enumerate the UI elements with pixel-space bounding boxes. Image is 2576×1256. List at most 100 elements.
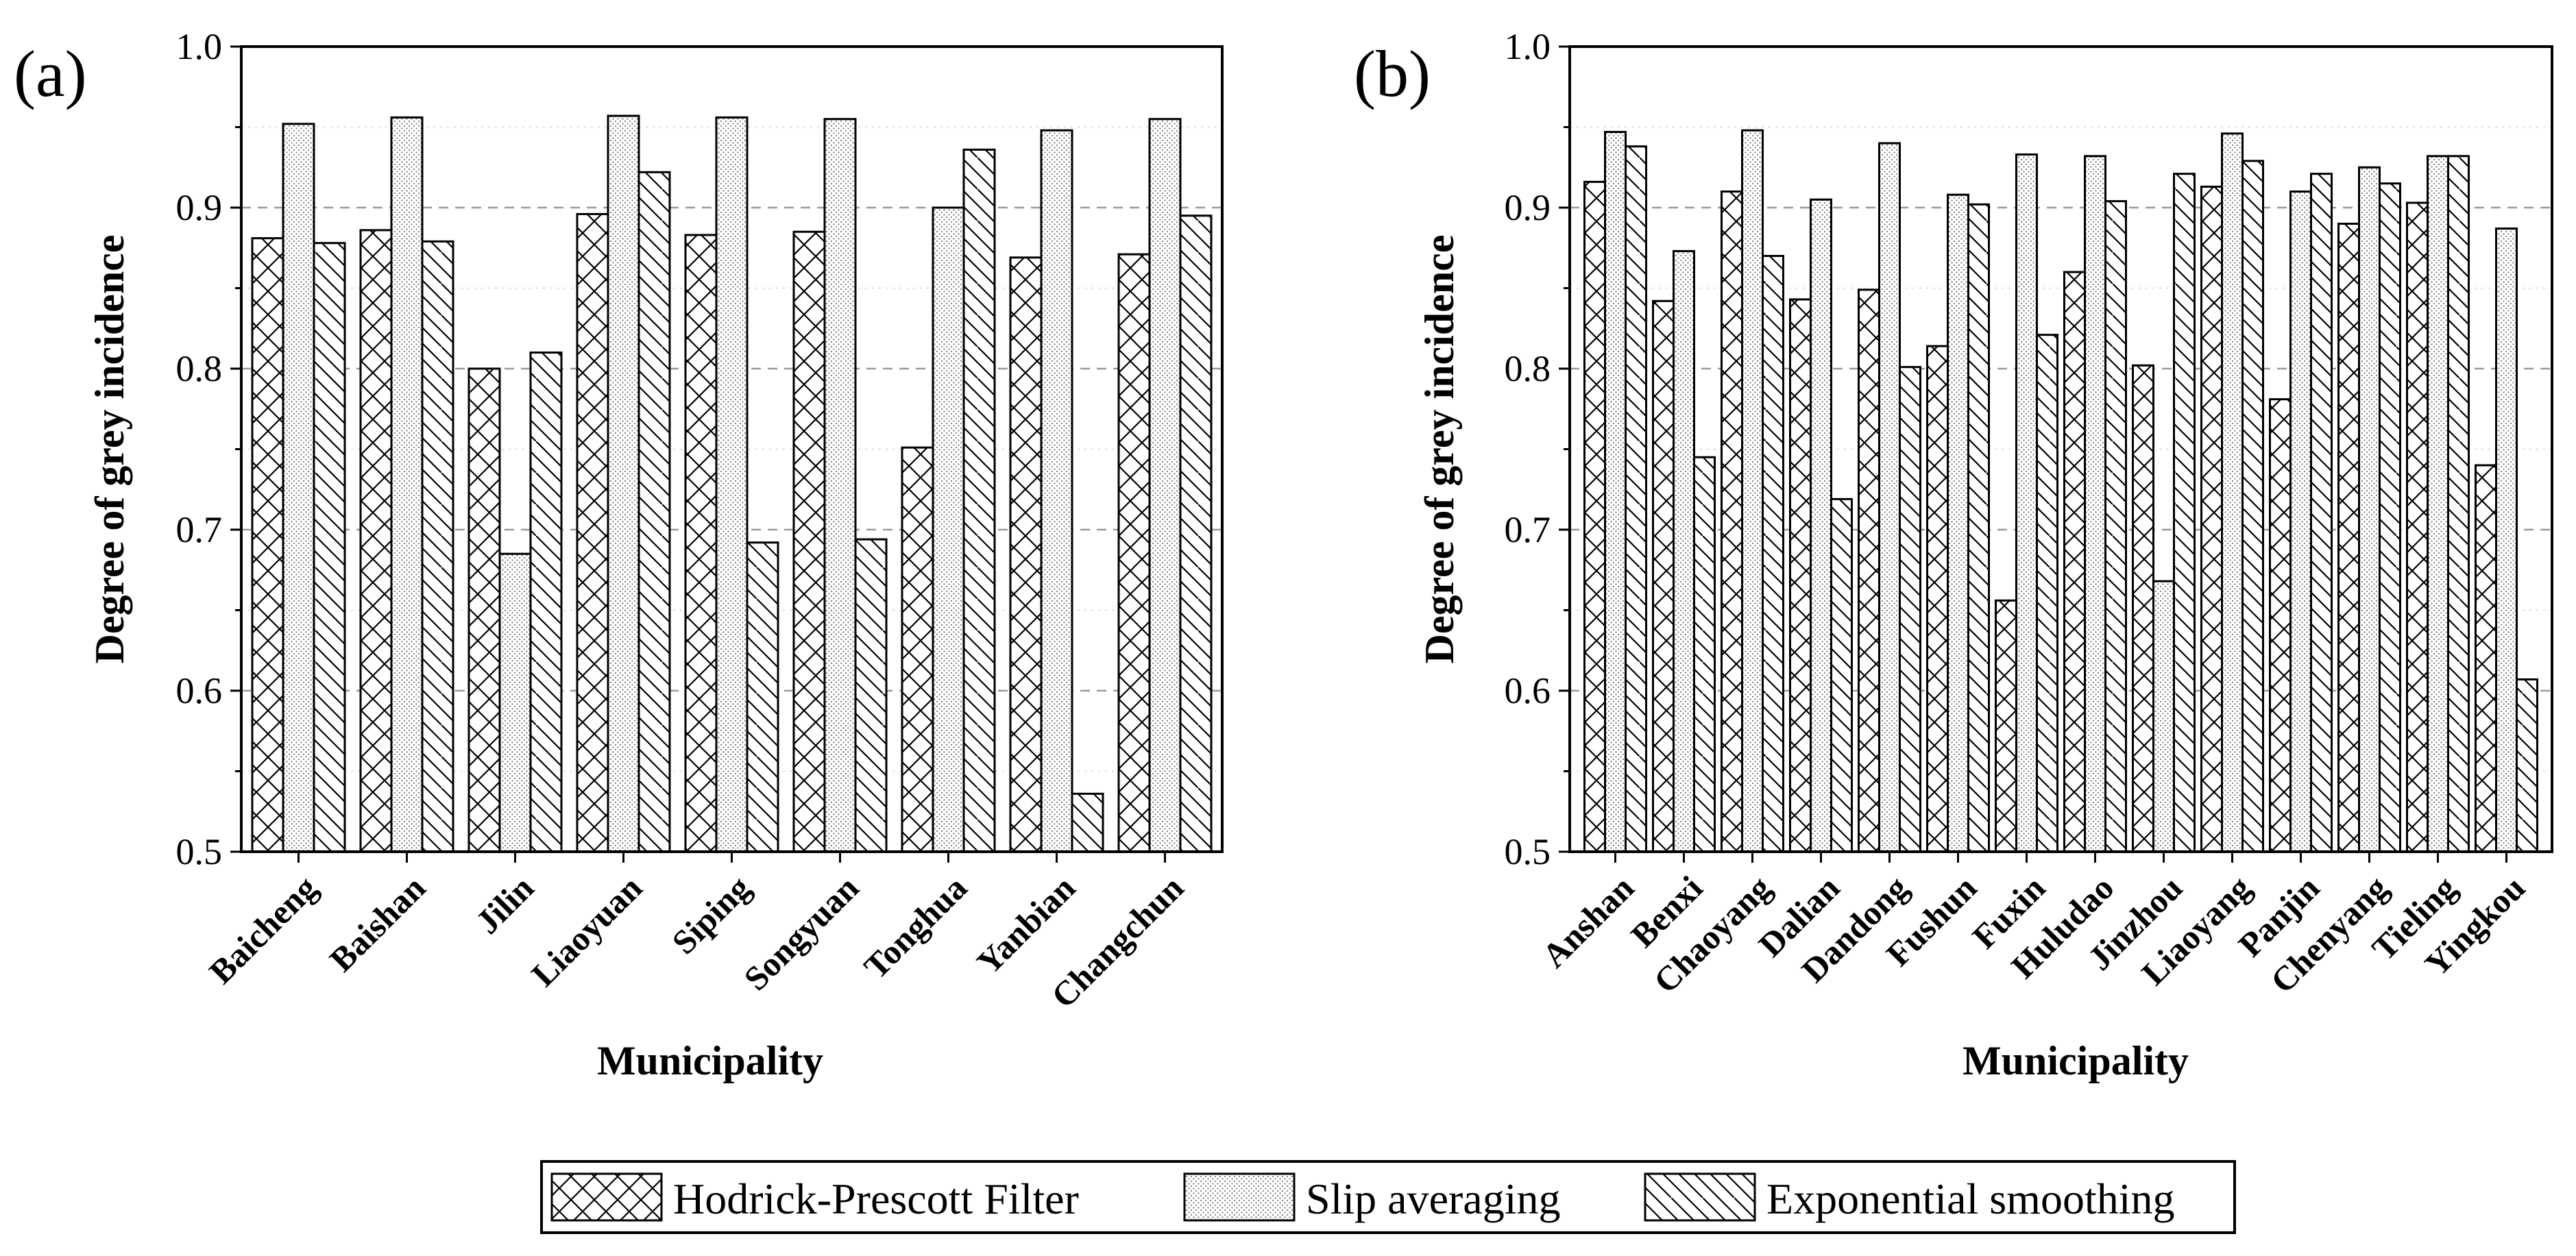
bar-exponential-smoothing-dalian (1830, 497, 1853, 853)
bar-hp-filter-fuxin (1995, 599, 2017, 853)
bar-slip-averaging-baishan (390, 116, 424, 853)
x-tick-label: Liaoyuan (524, 868, 649, 994)
bar-hp-filter-baicheng (251, 237, 284, 853)
legend-frame (540, 1160, 2236, 1234)
y-tick-label: 0.9 (1505, 187, 1551, 228)
bar-exponential-smoothing-jinzhou (2173, 173, 2196, 853)
bar-hp-filter-huludao (2063, 271, 2086, 853)
bar-slip-averaging-tieling (2427, 155, 2449, 853)
bar-slip-averaging-chaoyang (1741, 129, 1764, 853)
bar-hp-filter-dandong (1858, 288, 1880, 853)
bar-exponential-smoothing-yanbian (1071, 792, 1104, 853)
bar-exponential-smoothing-benxi (1693, 456, 1716, 853)
bar-hp-filter-siping (684, 234, 718, 853)
legend: Hodrick-Prescott Filter Slip averaging E… (540, 1160, 2236, 1234)
bar-hp-filter-jinzhou (2132, 364, 2154, 853)
bar-slip-averaging-tonghua (932, 206, 965, 853)
bar-exponential-smoothing-dandong (1899, 366, 1921, 853)
bar-hp-filter-benxi (1652, 299, 1675, 853)
legend-swatch-hp-filter (550, 1172, 663, 1222)
bar-slip-averaging-changchun (1148, 118, 1182, 853)
bar-slip-averaging-jinzhou (2152, 580, 2175, 853)
bar-slip-averaging-chenyang (2358, 166, 2381, 853)
bar-hp-filter-songyuan (792, 230, 826, 853)
legend-label-exponential-smoothing: Exponential smoothing (1766, 1174, 2175, 1223)
y-tick-label: 0.9 (176, 187, 223, 228)
bar-exponential-smoothing-baishan (421, 240, 454, 853)
x-tick-label: Songyuan (736, 868, 866, 998)
x-axis-title: Municipality (597, 1038, 823, 1083)
plot-frame (1568, 45, 2553, 853)
bar-slip-averaging-liaoyang (2221, 132, 2244, 853)
y-tick-label: 0.8 (1505, 348, 1551, 389)
x-tick-label: Baicheng (202, 868, 324, 991)
bar-exponential-smoothing-anshan (1625, 145, 1647, 853)
x-tick-label: Siping (664, 868, 757, 961)
bar-exponential-smoothing-liaoyang (2241, 160, 2264, 853)
bar-hp-filter-baishan (359, 229, 393, 853)
bar-exponential-smoothing-huludao (2104, 200, 2127, 853)
x-tick-label: Tonghua (856, 868, 974, 986)
bar-exponential-smoothing-panjin (2310, 173, 2333, 853)
bar-exponential-smoothing-fuxin (2036, 334, 2058, 853)
x-tick-label: Yanbian (969, 868, 1083, 982)
panel-b: 0.50.60.70.80.91.0AnshanBenxiChaoyangDal… (1354, 26, 2553, 1083)
bar-exponential-smoothing-tonghua (962, 148, 996, 853)
bar-slip-averaging-fushun (1947, 193, 1969, 853)
y-tick-label: 1.0 (176, 26, 223, 67)
y-tick-label: 0.7 (1505, 509, 1551, 550)
bar-hp-filter-fushun (1926, 345, 1949, 853)
y-axis-title: Degree of grey incidence (87, 235, 132, 664)
bar-slip-averaging-fuxin (2015, 153, 2038, 853)
y-tick-label: 0.7 (176, 509, 223, 550)
bar-slip-averaging-jilin (498, 552, 532, 853)
bar-hp-filter-tonghua (901, 446, 934, 853)
y-axis-title: Degree of grey incidence (1417, 235, 1462, 664)
bar-exponential-smoothing-chaoyang (1762, 255, 1784, 853)
bar-slip-averaging-siping (715, 116, 749, 853)
y-tick-label: 0.5 (1505, 831, 1551, 872)
y-tick-label: 1.0 (1505, 26, 1551, 67)
bar-exponential-smoothing-siping (746, 541, 779, 853)
legend-swatch-exponential-smoothing (1644, 1172, 1756, 1222)
bar-hp-filter-changchun (1117, 253, 1151, 853)
bar-slip-averaging-yanbian (1040, 129, 1073, 853)
bar-hp-filter-chaoyang (1721, 190, 1743, 853)
bar-hp-filter-liaoyuan (576, 212, 609, 853)
legend-label-hp-filter: Hodrick-Prescott Filter (673, 1174, 1079, 1223)
bar-slip-averaging-huludao (2084, 155, 2106, 853)
bar-exponential-smoothing-changchun (1179, 214, 1213, 853)
bar-exponential-smoothing-tieling (2447, 155, 2470, 853)
bar-slip-averaging-liaoyuan (607, 114, 640, 853)
bar-exponential-smoothing-jilin (529, 352, 563, 853)
bar-exponential-smoothing-yingkou (2516, 678, 2538, 853)
bar-hp-filter-chenyang (2337, 223, 2360, 853)
bar-hp-filter-jilin (467, 367, 501, 853)
x-axis-title: Municipality (1963, 1038, 2189, 1083)
y-tick-label: 0.6 (176, 670, 223, 711)
bar-slip-averaging-anshan (1604, 131, 1627, 853)
bar-hp-filter-yanbian (1009, 256, 1043, 853)
bar-exponential-smoothing-songyuan (854, 538, 888, 853)
x-tick-label: Baishan (322, 868, 433, 979)
bar-hp-filter-liaoyang (2200, 185, 2223, 853)
bar-hp-filter-anshan (1583, 180, 1606, 853)
bar-hp-filter-tieling (2406, 201, 2429, 853)
panel-label: (a) (14, 37, 87, 110)
x-tick-label: Anshan (1535, 868, 1642, 975)
bar-slip-averaging-dalian (1810, 198, 1832, 853)
x-tick-label: Jilin (468, 868, 542, 941)
y-tick-label: 0.6 (1505, 670, 1551, 711)
panel-label: (b) (1354, 37, 1431, 110)
bar-exponential-smoothing-liaoyuan (637, 171, 671, 853)
bar-slip-averaging-panjin (2289, 190, 2312, 853)
y-tick-label: 0.5 (176, 831, 223, 872)
bar-slip-averaging-baicheng (282, 123, 315, 853)
bar-slip-averaging-yingkou (2495, 227, 2518, 853)
bar-hp-filter-dalian (1789, 298, 1812, 853)
bar-exponential-smoothing-baicheng (313, 242, 346, 853)
bar-slip-averaging-songyuan (823, 118, 857, 853)
legend-label-slip-averaging: Slip averaging (1306, 1174, 1560, 1223)
bar-hp-filter-panjin (2269, 398, 2292, 853)
